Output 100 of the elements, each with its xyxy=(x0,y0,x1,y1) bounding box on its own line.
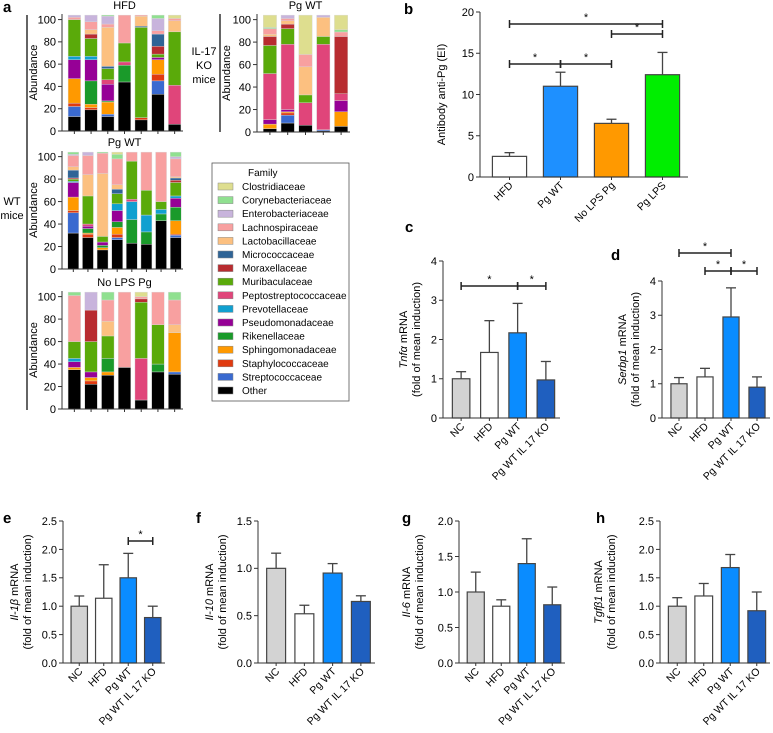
annotation: * xyxy=(487,274,492,286)
bar xyxy=(96,245,108,248)
y-tick-label: 0 xyxy=(430,412,437,425)
y-tick-label: 40 xyxy=(44,218,56,231)
y-tick-label: 0 xyxy=(650,412,656,425)
text: d xyxy=(611,247,620,264)
y-tick-label: 20 xyxy=(44,381,56,394)
y-tick-label: 0.5 xyxy=(236,610,252,623)
y-tick-label: 20 xyxy=(44,104,56,116)
y-tick-label: 2 xyxy=(650,344,656,356)
text: * xyxy=(716,259,721,271)
bar xyxy=(84,38,98,57)
bar xyxy=(280,14,295,19)
x-tick-label: NC xyxy=(462,665,482,685)
legend-label: Pseudomonadaceae xyxy=(242,318,334,329)
legend-label: Staphylococcaceae xyxy=(242,358,330,370)
y-tick-label: 2 xyxy=(430,334,437,346)
legend-label: Muribaculaceae xyxy=(242,277,314,288)
y-tick-label: 60 xyxy=(238,59,251,72)
y-tick-label: 2.0 xyxy=(42,544,57,556)
chart-title: Pg WT xyxy=(108,137,142,149)
annotation: * xyxy=(532,52,538,64)
y-tick-label: 1.0 xyxy=(42,601,57,614)
text: e xyxy=(3,510,12,527)
y-tick-label: 20 xyxy=(238,104,251,116)
legend-label: Sphingomonadaceae xyxy=(242,345,337,356)
y-tick-label: 80 xyxy=(44,174,56,186)
y-tick-label: 10 xyxy=(462,89,474,102)
bar xyxy=(68,170,79,178)
legend-label: Rikenellaceae xyxy=(242,332,306,343)
y-tick-label: 1.0 xyxy=(236,563,252,576)
legend-title: Family xyxy=(248,168,278,179)
y-tick-label: 0 xyxy=(468,172,474,184)
y-tick-label: 40 xyxy=(44,81,56,94)
y-tick-label: 100 xyxy=(232,14,251,26)
legend-label: Lachnospiraceae xyxy=(242,222,319,234)
y-tick-label: 15 xyxy=(462,48,474,60)
y-tick-label: 1.0 xyxy=(438,586,453,599)
y-tick-label: 3 xyxy=(650,310,656,322)
bar xyxy=(134,120,148,132)
y-tick-label: 80 xyxy=(238,36,251,49)
y-tick-label: 2.0 xyxy=(638,544,654,556)
bar xyxy=(350,600,371,664)
x-tick-label: No LPS Pg xyxy=(572,180,618,225)
annotation: * xyxy=(584,52,589,64)
text: f xyxy=(196,510,202,527)
annotation: * xyxy=(584,12,589,24)
bar xyxy=(68,155,79,167)
bar xyxy=(263,124,277,129)
y-tick-label: 100 xyxy=(38,151,56,164)
y-tick-label: 2.5 xyxy=(42,516,57,528)
bar xyxy=(170,237,182,270)
chart-title: HFD xyxy=(113,0,136,12)
bar xyxy=(68,14,81,18)
bar xyxy=(82,237,94,270)
chart-title: No LPS Pg xyxy=(97,277,152,289)
bar xyxy=(101,116,114,132)
legend-label: Lactobacillaceae xyxy=(242,236,317,248)
y-tick-label: 40 xyxy=(44,358,56,371)
y-tick-label: 5 xyxy=(468,130,474,143)
x-tick-label: NC xyxy=(263,665,283,685)
y-tick-label: 100 xyxy=(38,291,56,304)
y-tick-label: 1 xyxy=(430,374,437,386)
bar xyxy=(492,156,528,178)
bar xyxy=(101,27,114,67)
y-tick-label: 1.5 xyxy=(438,551,453,564)
text: * xyxy=(742,259,747,271)
bar xyxy=(168,374,182,410)
y-axis-title: Antibody anti-Pg (EI) xyxy=(436,44,448,146)
y-tick-label: 60 xyxy=(44,196,56,208)
text: IL-17 KO mice xyxy=(191,46,217,86)
y-tick-label: 2.0 xyxy=(438,516,453,528)
bar xyxy=(112,240,123,270)
y-tick-label: 40 xyxy=(238,82,251,94)
y-tick-label: 20 xyxy=(462,6,474,19)
y-tick-label: 0.0 xyxy=(638,658,654,670)
bar xyxy=(168,14,182,19)
legend-label: Streptococcaceae xyxy=(242,372,322,384)
x-tick-label: NC xyxy=(664,665,684,685)
bar xyxy=(151,18,164,31)
bar xyxy=(594,122,630,178)
y-tick-label: 0 xyxy=(50,264,56,276)
y-axis-title: Abundance xyxy=(28,44,40,100)
y-tick-label: 60 xyxy=(44,336,56,348)
y-tick-label: 80 xyxy=(44,314,56,326)
y-tick-label: 0.5 xyxy=(42,629,57,642)
text: a xyxy=(3,0,12,16)
x-tick-label: Pg WT xyxy=(535,179,568,211)
legend-label: Enterobacteriaceae xyxy=(242,209,330,220)
y-tick-label: 0 xyxy=(50,404,56,416)
y-tick-label: 100 xyxy=(38,14,56,26)
bar xyxy=(170,158,182,178)
y-tick-label: 2.5 xyxy=(638,516,654,528)
y-axis-title: Abundance xyxy=(28,322,40,378)
y-tick-label: 0.0 xyxy=(42,658,57,670)
y-tick-label: 0.0 xyxy=(236,658,252,670)
y-tick-label: 0.5 xyxy=(438,622,453,634)
y-tick-label: 0 xyxy=(50,126,56,138)
y-tick-label: 3 xyxy=(430,295,437,308)
y-tick-label: 1.5 xyxy=(638,572,654,585)
